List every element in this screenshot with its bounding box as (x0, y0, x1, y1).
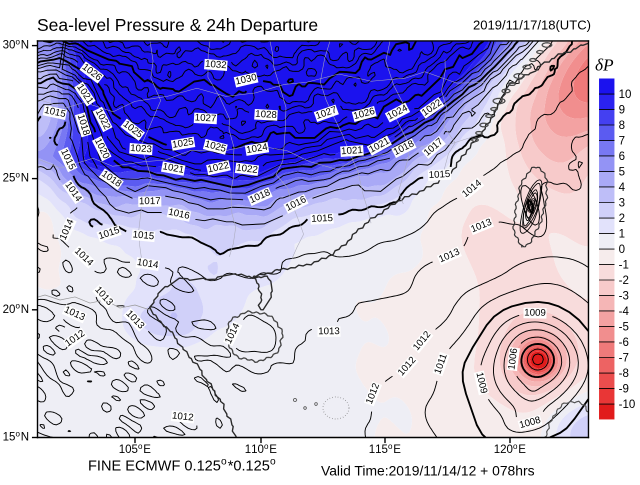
svg-text:1015: 1015 (428, 169, 450, 181)
svg-text:1021: 1021 (162, 161, 185, 176)
svg-text:1 2 0: 1 2 0 E o (494, 433, 532, 458)
svg-text:4: 4 (619, 182, 626, 194)
svg-text:1017: 1017 (139, 196, 161, 207)
svg-text:1022: 1022 (207, 160, 231, 175)
svg-text:1 1 5: 1 1 5 E o (369, 433, 407, 458)
svg-text:1032: 1032 (205, 59, 227, 72)
svg-text:Sea-level Pressure & 24h Depar: Sea-level Pressure & 24h Departure (37, 15, 318, 35)
svg-text:1024: 1024 (245, 142, 269, 156)
svg-text:2: 2 (619, 213, 625, 225)
svg-text:5: 5 (619, 167, 625, 179)
svg-text:1027: 1027 (194, 112, 216, 124)
svg-text:2 0 N: 2 0 N o (3, 293, 36, 318)
svg-text:-10: -10 (619, 399, 636, 411)
svg-text:3: 3 (619, 198, 625, 210)
svg-text:0: 0 (619, 244, 625, 256)
svg-text:3 0 N: 3 0 N o (3, 29, 36, 54)
svg-text:1006: 1006 (506, 348, 520, 371)
svg-text:1 1 0: 1 1 0 E o (245, 433, 283, 458)
svg-text:Valid Time:2019/11/14/12 + 078: Valid Time:2019/11/14/12 + 078hrs (321, 463, 535, 479)
svg-text:1028: 1028 (255, 109, 277, 121)
svg-text:10: 10 (619, 89, 632, 101)
svg-text:-1: -1 (619, 260, 629, 272)
svg-text:δP: δP (595, 55, 614, 74)
svg-text:1009: 1009 (473, 371, 489, 395)
svg-text:1025: 1025 (203, 139, 227, 155)
svg-text:2 5 N: 2 5 N o (3, 162, 36, 187)
svg-text:1012: 1012 (171, 410, 194, 423)
svg-text:1030: 1030 (234, 72, 258, 88)
svg-text:1015: 1015 (311, 213, 333, 225)
svg-text:F I N E: F I N E E C M W F 0 . 1 2 5 * 0 . 1 2 5 … (88, 444, 276, 475)
svg-text:1015: 1015 (43, 105, 66, 120)
svg-text:1021: 1021 (341, 145, 363, 157)
svg-text:1013: 1013 (318, 326, 340, 337)
svg-text:-8: -8 (619, 368, 629, 380)
svg-text:1: 1 (619, 229, 625, 241)
svg-text:8: 8 (619, 120, 625, 132)
svg-text:7: 7 (619, 136, 625, 148)
svg-text:-6: -6 (619, 337, 629, 349)
svg-text:-7: -7 (619, 353, 629, 365)
svg-text:1023: 1023 (130, 143, 152, 156)
svg-text:1009: 1009 (524, 308, 546, 319)
svg-text:1 5 N: 1 5 N o (3, 421, 36, 446)
svg-text:1026: 1026 (352, 106, 376, 122)
svg-text:1014: 1014 (136, 257, 160, 271)
svg-text:-3: -3 (619, 291, 629, 303)
svg-text:-2: -2 (619, 275, 629, 287)
svg-text:1 0 5: 1 0 5 E o (119, 433, 157, 458)
svg-text:1016: 1016 (167, 207, 190, 222)
svg-text:-4: -4 (619, 306, 630, 318)
svg-text:-5: -5 (619, 322, 629, 334)
svg-text:9: 9 (619, 105, 625, 117)
svg-text:1015: 1015 (132, 229, 155, 242)
svg-text:1022: 1022 (235, 162, 258, 176)
svg-text:6: 6 (619, 151, 625, 163)
svg-text:-9: -9 (619, 384, 629, 396)
svg-text:1018: 1018 (75, 113, 92, 137)
svg-text:1025: 1025 (172, 136, 195, 150)
svg-text:2019/11/17/18(UTC): 2019/11/17/18(UTC) (473, 17, 591, 32)
